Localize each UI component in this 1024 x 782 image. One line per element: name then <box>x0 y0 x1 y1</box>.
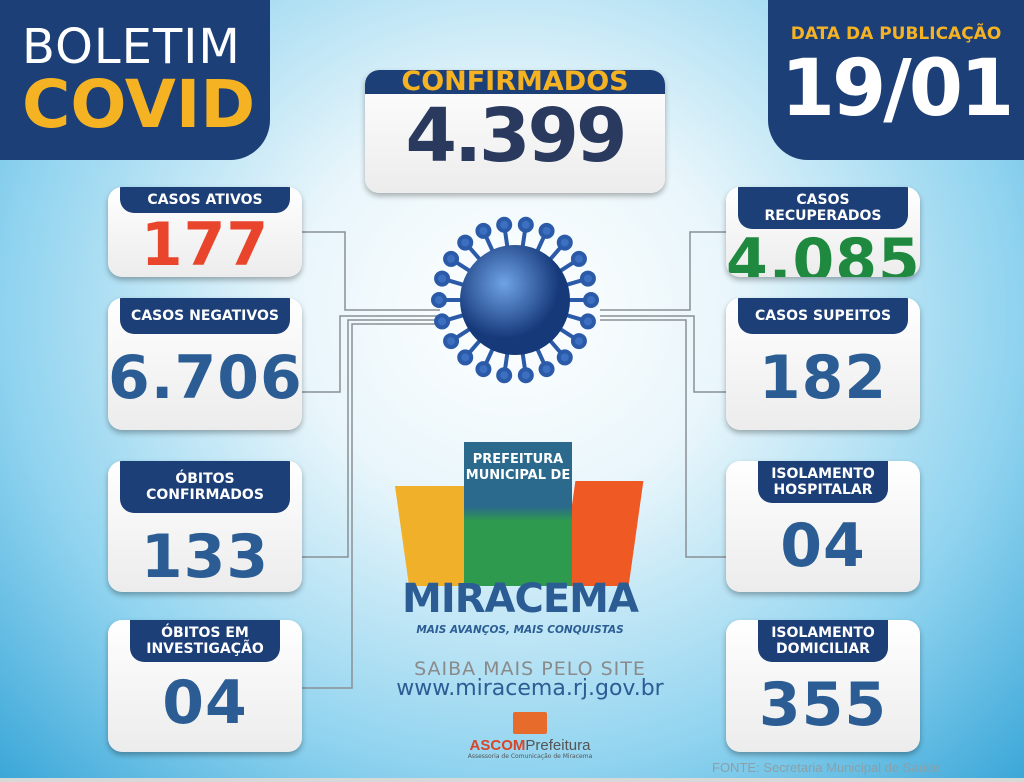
card-label: ISOLAMENTO HOSPITALAR <box>758 461 888 503</box>
virus-spike <box>443 250 460 267</box>
virus-spike <box>457 349 474 366</box>
logo-line2: MUNICIPAL DE <box>465 468 571 483</box>
virus-spike <box>475 361 492 378</box>
card-negative-cases: CASOS NEGATIVOS 6.706 <box>108 298 302 430</box>
card-value: 04 <box>162 668 248 738</box>
virus-spike <box>431 292 447 308</box>
logo-slogan: MAIS AVANÇOS, MAIS CONQUISTAS <box>416 624 624 636</box>
chat-bubble-icon <box>513 712 547 734</box>
virus-spike <box>517 216 534 233</box>
card-label: CASOS RECUPERADOS <box>738 187 908 229</box>
virus-spike <box>475 222 492 239</box>
card-home-isolation: ISOLAMENTO DOMICILIAR 355 <box>726 620 920 752</box>
virus-spike <box>517 367 534 384</box>
virus-spike <box>538 361 555 378</box>
virus-spike <box>570 333 587 350</box>
card-value: 177 <box>140 210 270 277</box>
confirmed-value: 4.399 <box>405 93 627 179</box>
ascom-logo: ASCOMPrefeitura Assessoria de Comunicaçã… <box>455 712 605 760</box>
logo-orange-panel <box>560 481 644 586</box>
title-line1: BOLETIM <box>22 19 241 75</box>
card-hospital-isolation: ISOLAMENTO HOSPITALAR 04 <box>726 461 920 592</box>
card-label: ÓBITOS EM INVESTIGAÇÃO <box>130 620 280 662</box>
logo-line1: PREFEITURA <box>472 452 564 467</box>
virus-spike <box>556 234 573 251</box>
card-deaths-under-investigation: ÓBITOS EM INVESTIGAÇÃO 04 <box>108 620 302 752</box>
ascom-subtitle: Assessoria de Comunicação de Miracema <box>467 753 593 760</box>
source-note: FONTE: Secretaria Municipal de Saúde <box>712 760 941 775</box>
virus-spike <box>434 313 451 330</box>
confirmed-label: CONFIRMADOS <box>365 70 665 95</box>
card-value: 133 <box>140 522 270 592</box>
virus-icon <box>431 216 599 384</box>
miracema-logo: PREFEITURA MUNICIPAL DE MIRACEMA MAIS AV… <box>394 436 644 636</box>
ascom-name-b: Prefeitura <box>525 737 591 754</box>
card-label: CASOS NEGATIVOS <box>120 298 290 334</box>
logo-center-panel: PREFEITURA MUNICIPAL DE <box>464 442 572 586</box>
card-recovered: CASOS RECUPERADOS 4.085 <box>726 187 920 277</box>
card-value: 04 <box>780 511 866 581</box>
virus-spike <box>556 349 573 366</box>
title-banner: BOLETIM COVID <box>0 0 270 160</box>
card-label: CASOS ATIVOS <box>120 187 290 213</box>
site-label: SAIBA MAIS PELO SITE <box>414 658 646 680</box>
card-label: ÓBITOS CONFIRMADOS <box>120 461 290 513</box>
card-active-cases: CASOS ATIVOS 177 <box>108 187 302 277</box>
card-label: CASOS SUPEITOS <box>738 298 908 334</box>
virus-spike <box>457 234 474 251</box>
virus-spike <box>496 216 513 233</box>
logo-name: MIRACEMA <box>402 576 639 622</box>
card-label: ISOLAMENTO DOMICILIAR <box>758 620 888 662</box>
virus-spike <box>538 222 555 239</box>
card-value: 6.706 <box>108 343 302 413</box>
virus-spike <box>570 250 587 267</box>
card-value: 182 <box>758 343 888 413</box>
virus-spike <box>583 292 599 308</box>
date-label: DATA DA PUBLICAÇÃO <box>790 24 1002 44</box>
virus-spike <box>579 270 596 287</box>
virus-spike <box>434 270 451 287</box>
virus-spike <box>443 333 460 350</box>
virus-spike <box>579 313 596 330</box>
virus-spike <box>496 367 513 384</box>
confirmed-card: CONFIRMADOS 4.399 <box>365 70 665 193</box>
title-line2: COVID <box>22 66 256 143</box>
date-banner: DATA DA PUBLICAÇÃO 19/01 <box>768 0 1024 160</box>
card-confirmed-deaths: ÓBITOS CONFIRMADOS 133 <box>108 461 302 592</box>
site-link[interactable]: www.miracema.rj.gov.br <box>396 676 664 701</box>
ascom-name-a: ASCOM <box>469 737 526 754</box>
card-suspected: CASOS SUPEITOS 182 <box>726 298 920 430</box>
card-value: 4.085 <box>726 226 920 277</box>
card-value: 355 <box>758 670 888 740</box>
date-value: 19/01 <box>780 44 1015 134</box>
